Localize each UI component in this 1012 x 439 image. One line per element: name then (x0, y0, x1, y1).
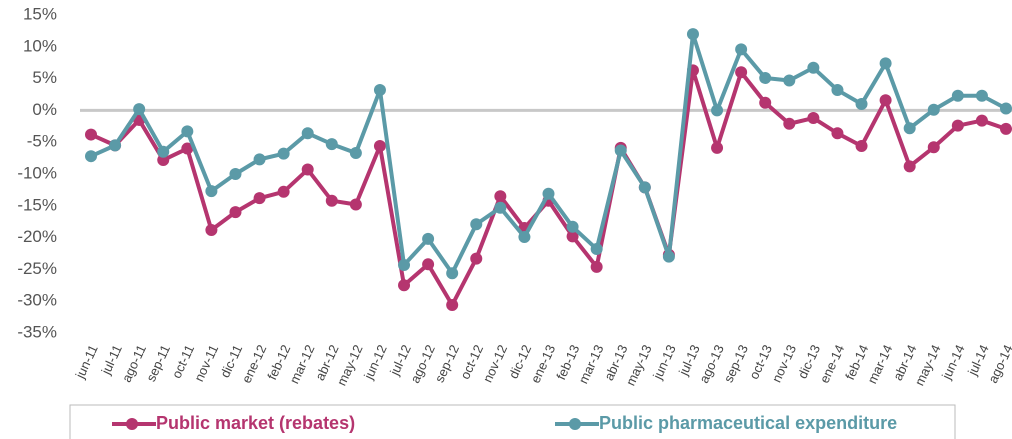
series-line (90, 68, 1007, 308)
series-point (470, 252, 483, 265)
series-point (1000, 122, 1012, 135)
series-point (422, 232, 435, 245)
series-point (975, 114, 988, 127)
series-point (398, 279, 411, 292)
y-tick-label: 10% (23, 36, 57, 55)
series-point (373, 84, 386, 97)
series-point (277, 185, 290, 198)
series-point (879, 94, 892, 107)
series-line (90, 32, 1007, 276)
series-point (638, 181, 651, 194)
y-tick-label: -5% (27, 132, 57, 151)
series-point (855, 140, 868, 153)
series-point (205, 185, 218, 198)
series-point (879, 57, 892, 70)
series-point (446, 299, 459, 312)
series-point (831, 127, 844, 140)
x-tick-label: jun-11 (72, 342, 101, 381)
series-point (807, 61, 820, 74)
series-point (325, 138, 338, 151)
series-point (373, 140, 386, 153)
legend-marker (126, 418, 138, 430)
series-point (590, 260, 603, 273)
series-point (735, 66, 748, 79)
series-point (157, 154, 170, 167)
series-point (470, 218, 483, 231)
legend-box (69, 404, 956, 439)
series-point (686, 28, 699, 41)
y-tick-label: -25% (17, 259, 57, 278)
y-tick-label: 0% (32, 100, 57, 119)
series-point (109, 139, 122, 152)
series-point (855, 98, 868, 111)
series-point (133, 103, 146, 116)
series-point (662, 250, 675, 263)
series-point (253, 192, 266, 205)
series-point (927, 141, 940, 154)
legend-label: Public pharmaceutical expenditure (599, 413, 897, 433)
series-point (711, 104, 724, 117)
y-tick-label: 5% (32, 68, 57, 87)
series-point (301, 127, 314, 140)
series-point (614, 144, 627, 157)
series-point (927, 103, 940, 116)
series-point (807, 112, 820, 125)
series-point (590, 243, 603, 256)
series-point (253, 153, 266, 166)
series-point (903, 122, 916, 135)
y-tick-label: -10% (17, 163, 57, 182)
series-point (951, 119, 964, 132)
series-point (181, 142, 194, 155)
series-point (783, 117, 796, 130)
series-point (711, 141, 724, 154)
series-point (831, 84, 844, 97)
series-point (349, 147, 362, 160)
series-point (951, 89, 964, 102)
y-tick-label: -30% (17, 291, 57, 310)
series-point (494, 201, 507, 214)
series-point (518, 230, 531, 243)
series-point (325, 194, 338, 207)
series-point (85, 128, 97, 141)
series-point (157, 145, 170, 158)
series-point (903, 160, 916, 173)
series-point (85, 150, 97, 163)
series-point (783, 74, 796, 87)
series-point (229, 168, 242, 180)
series-point (975, 89, 988, 102)
series-point (349, 198, 362, 211)
series-point (566, 220, 579, 233)
legend-marker (569, 418, 581, 430)
y-tick-label: 15% (23, 4, 57, 23)
series-point (229, 206, 242, 219)
series-point (542, 187, 555, 200)
legend-label: Public market (rebates) (156, 413, 355, 433)
series-point (1000, 102, 1012, 115)
series-point (735, 43, 748, 56)
series-point (277, 147, 290, 160)
series-point (422, 258, 435, 271)
series-point (759, 96, 772, 109)
series-point (759, 71, 772, 84)
y-tick-label: -15% (17, 195, 57, 214)
y-tick-label: -35% (17, 322, 57, 341)
series-point (566, 230, 579, 243)
series-point (301, 163, 314, 176)
series-point (181, 125, 194, 138)
series-point (494, 190, 507, 203)
series-point (446, 267, 459, 280)
y-tick-label: -20% (17, 227, 57, 246)
series-point (205, 223, 218, 236)
series-point (398, 258, 411, 271)
